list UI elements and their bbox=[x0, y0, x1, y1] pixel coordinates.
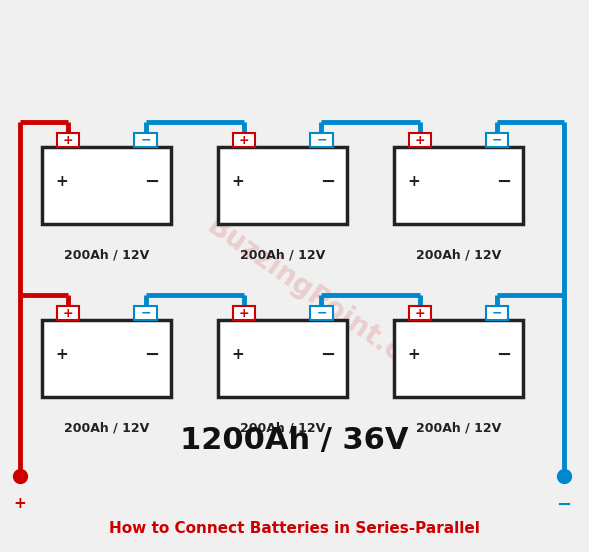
Text: 200Ah / 12V: 200Ah / 12V bbox=[240, 248, 325, 262]
Text: BuzzingPoint.com: BuzzingPoint.com bbox=[201, 212, 446, 395]
Text: −: − bbox=[492, 134, 502, 147]
Text: +: + bbox=[239, 134, 249, 147]
FancyBboxPatch shape bbox=[233, 306, 255, 320]
FancyBboxPatch shape bbox=[57, 306, 80, 320]
FancyBboxPatch shape bbox=[486, 133, 508, 147]
FancyBboxPatch shape bbox=[409, 306, 431, 320]
Text: +: + bbox=[14, 496, 27, 511]
Text: +: + bbox=[231, 347, 244, 362]
Text: +: + bbox=[415, 306, 425, 320]
Text: +: + bbox=[63, 134, 74, 147]
FancyBboxPatch shape bbox=[394, 320, 523, 397]
Text: −: − bbox=[496, 346, 511, 364]
Text: +: + bbox=[63, 306, 74, 320]
FancyBboxPatch shape bbox=[219, 147, 348, 224]
Text: −: − bbox=[316, 134, 327, 147]
Text: 200Ah / 12V: 200Ah / 12V bbox=[240, 422, 325, 434]
Text: −: − bbox=[140, 134, 151, 147]
Text: 200Ah / 12V: 200Ah / 12V bbox=[64, 248, 150, 262]
Text: +: + bbox=[55, 174, 68, 189]
FancyBboxPatch shape bbox=[134, 133, 157, 147]
Text: 200Ah / 12V: 200Ah / 12V bbox=[416, 248, 501, 262]
Text: −: − bbox=[320, 346, 336, 364]
Text: −: − bbox=[140, 306, 151, 320]
Text: 1200Ah / 36V: 1200Ah / 36V bbox=[180, 426, 409, 455]
FancyBboxPatch shape bbox=[57, 133, 80, 147]
Text: +: + bbox=[239, 306, 249, 320]
Text: How to Connect Batteries in Series-Parallel: How to Connect Batteries in Series-Paral… bbox=[109, 521, 480, 536]
FancyBboxPatch shape bbox=[310, 133, 333, 147]
FancyBboxPatch shape bbox=[219, 320, 348, 397]
FancyBboxPatch shape bbox=[310, 306, 333, 320]
FancyBboxPatch shape bbox=[394, 147, 523, 224]
FancyBboxPatch shape bbox=[486, 306, 508, 320]
Text: −: − bbox=[496, 173, 511, 190]
Text: −: − bbox=[557, 496, 572, 514]
Text: 200Ah / 12V: 200Ah / 12V bbox=[416, 422, 501, 434]
FancyBboxPatch shape bbox=[42, 320, 171, 397]
FancyBboxPatch shape bbox=[233, 133, 255, 147]
Text: −: − bbox=[144, 346, 160, 364]
Text: +: + bbox=[415, 134, 425, 147]
Text: −: − bbox=[320, 173, 336, 190]
Text: +: + bbox=[407, 174, 420, 189]
Text: −: − bbox=[316, 306, 327, 320]
FancyBboxPatch shape bbox=[409, 133, 431, 147]
Text: +: + bbox=[407, 347, 420, 362]
Text: −: − bbox=[492, 306, 502, 320]
FancyBboxPatch shape bbox=[134, 306, 157, 320]
Text: 200Ah / 12V: 200Ah / 12V bbox=[64, 422, 150, 434]
Text: +: + bbox=[231, 174, 244, 189]
Text: +: + bbox=[55, 347, 68, 362]
Text: −: − bbox=[144, 173, 160, 190]
FancyBboxPatch shape bbox=[42, 147, 171, 224]
